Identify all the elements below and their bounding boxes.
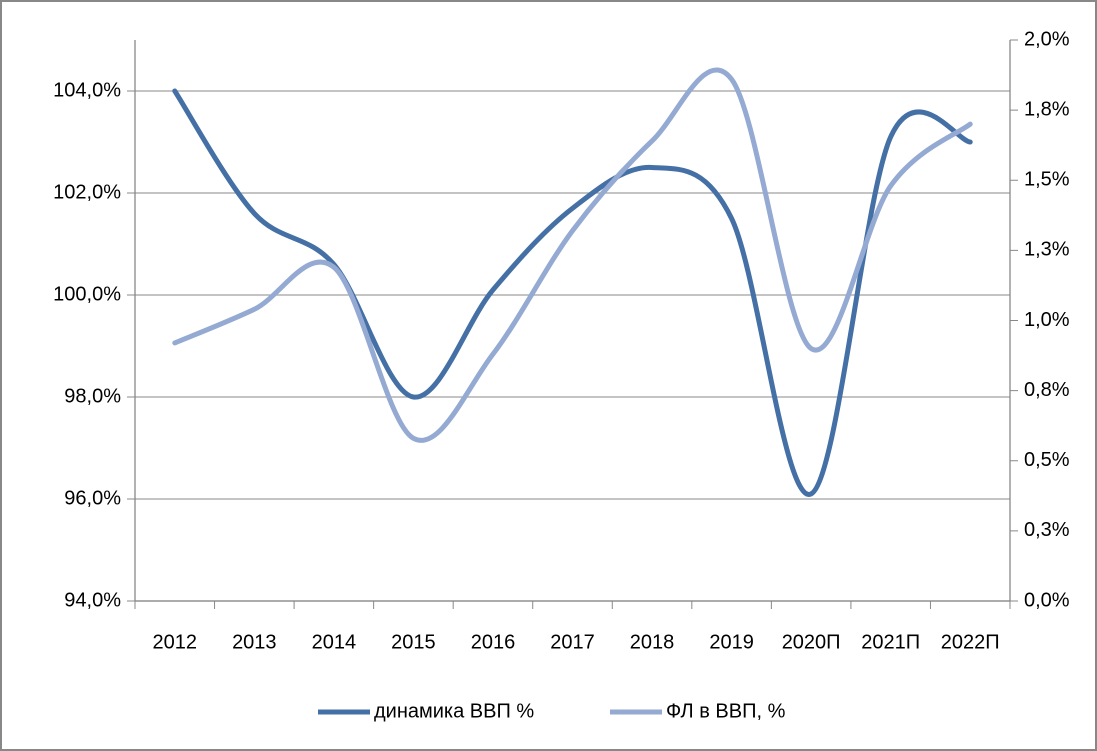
x-tick-label: 2019: [709, 631, 754, 653]
x-tick-label: 2022П: [941, 631, 1000, 653]
series-line: [172, 67, 973, 443]
y-tick-label: 100,0%: [53, 283, 121, 305]
x-tick-label: 2016: [471, 631, 516, 653]
legend-label: ФЛ в ВВП, %: [666, 700, 786, 722]
y2-tick-label: 2,0%: [1024, 28, 1070, 50]
y2-tick-label: 1,0%: [1024, 309, 1070, 331]
y2-tick-label: 0,5%: [1024, 449, 1070, 471]
y2-tick-label: 0,3%: [1024, 519, 1070, 541]
y2-tick-label: 1,8%: [1024, 98, 1070, 120]
y-tick-label: 94,0%: [64, 589, 121, 611]
y-tick-label: 102,0%: [53, 181, 121, 203]
y2-tick-label: 1,5%: [1024, 169, 1070, 191]
x-tick-label: 2013: [232, 631, 277, 653]
x-tick-label: 2020П: [782, 631, 841, 653]
y2-tick-label: 0,8%: [1024, 379, 1070, 401]
legend-label: динамика ВВП %: [374, 700, 534, 722]
y2-tick-label: 0,0%: [1024, 589, 1070, 611]
x-tick-label: 2021П: [861, 631, 920, 653]
x-tick-label: 2012: [153, 631, 198, 653]
x-tick-label: 2015: [391, 631, 436, 653]
y-tick-label: 98,0%: [64, 385, 121, 407]
y-tick-label: 104,0%: [53, 79, 121, 101]
x-tick-label: 2017: [550, 631, 595, 653]
x-tick-label: 2018: [630, 631, 675, 653]
y-tick-label: 96,0%: [64, 487, 121, 509]
y2-tick-label: 1,3%: [1024, 239, 1070, 261]
x-tick-label: 2014: [312, 631, 357, 653]
